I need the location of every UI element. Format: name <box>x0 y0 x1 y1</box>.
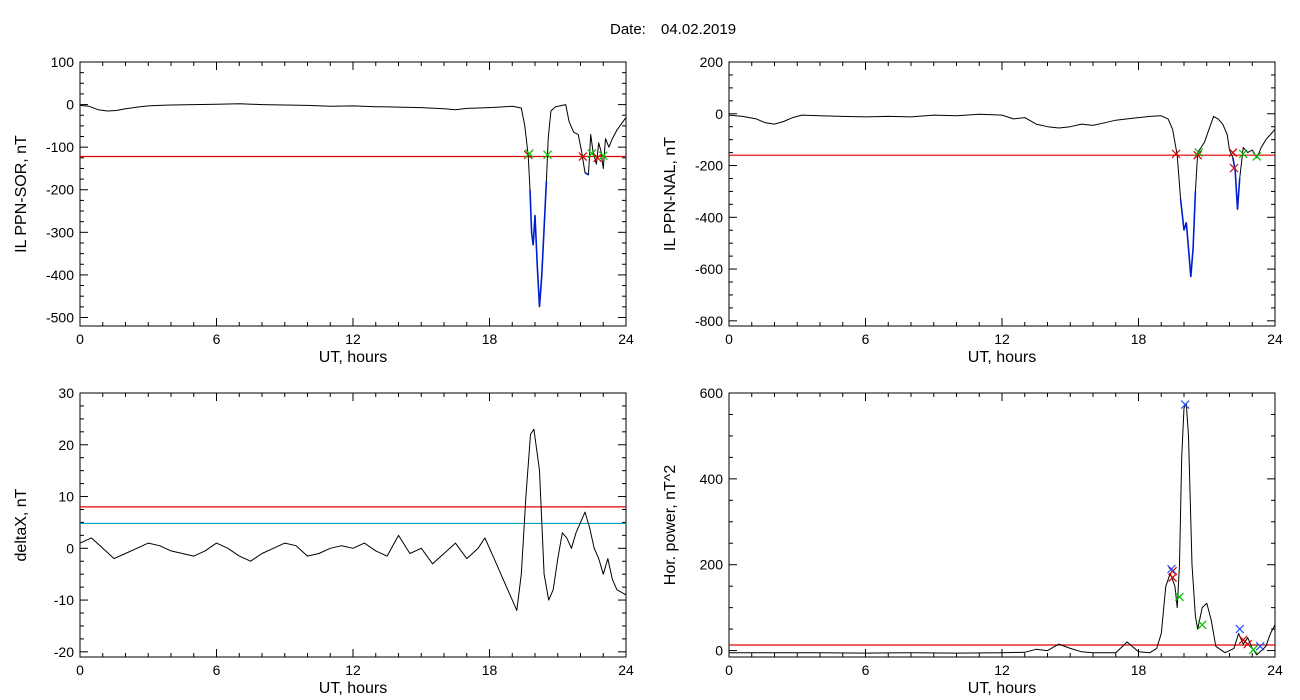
x-tick-label: 24 <box>1267 662 1283 678</box>
x-tick-label: 6 <box>213 662 221 678</box>
x-tick-label: 24 <box>618 662 634 678</box>
y-tick-label: 200 <box>700 557 724 573</box>
below-threshold-segment <box>1232 157 1241 210</box>
y-axis-title: IL PPN-NAL, nT <box>662 137 679 251</box>
event-marker-green <box>587 149 597 158</box>
event-marker-red <box>1229 163 1239 173</box>
event-marker-green <box>543 150 552 160</box>
y-tick-label: 400 <box>700 471 724 487</box>
event-marker-green <box>1197 620 1207 630</box>
y-tick-label: 0 <box>66 540 74 556</box>
event-marker-blue <box>1255 641 1265 651</box>
x-tick-label: 6 <box>862 662 870 678</box>
y-tick-label: -800 <box>695 313 723 329</box>
x-tick-label: 12 <box>994 331 1010 347</box>
event-marker-red <box>1228 148 1238 158</box>
y-axis-title: IL PPN-SOR, nT <box>13 135 30 253</box>
y-tick-label: -100 <box>46 139 74 155</box>
event-marker-red <box>1171 149 1181 159</box>
event-marker-blue <box>1167 564 1176 574</box>
x-tick-label: 18 <box>482 331 498 347</box>
date-value: 04.02.2019 <box>661 21 736 38</box>
y-tick-label: 0 <box>715 643 723 659</box>
y-tick-label: 20 <box>58 437 74 453</box>
date-label: Date: <box>610 21 646 38</box>
event-marker-red <box>593 153 602 163</box>
below-threshold-segment <box>529 181 548 307</box>
event-marker-red <box>1193 150 1203 160</box>
event-marker-green <box>1248 645 1258 655</box>
y-tick-label: 200 <box>700 54 724 70</box>
series-line <box>729 403 1276 656</box>
x-tick-label: 6 <box>213 331 221 347</box>
event-marker-green <box>1238 149 1248 159</box>
event-marker-red <box>1168 573 1178 583</box>
event-marker-blue <box>1180 400 1190 410</box>
x-tick-label: 24 <box>1267 331 1283 347</box>
x-tick-label: 12 <box>994 662 1010 678</box>
y-tick-label: -20 <box>54 644 74 660</box>
x-tick-label: 24 <box>618 331 634 347</box>
x-axis-title: UT, hours <box>319 680 387 697</box>
y-axis-title: deltaX, nT <box>13 488 30 561</box>
y-tick-label: 10 <box>58 489 74 505</box>
y-tick-label: -500 <box>46 309 74 325</box>
x-tick-label: 6 <box>862 331 870 347</box>
y-tick-label: -200 <box>695 158 723 174</box>
chart-panel-4: 0 6 12 18 24 600 400 200 0 UT, hours Hor. power, n… <box>662 385 1283 697</box>
y-tick-label: -400 <box>46 267 74 283</box>
x-tick-label: 18 <box>482 662 498 678</box>
y-tick-label: 30 <box>58 385 74 401</box>
plot-frame <box>728 61 1276 327</box>
y-tick-label: 0 <box>66 97 74 113</box>
x-tick-label: 18 <box>1131 331 1147 347</box>
x-axis-title: UT, hours <box>968 349 1036 366</box>
event-marker-green <box>524 149 534 158</box>
x-tick-label: 18 <box>1131 662 1147 678</box>
x-tick-label: 12 <box>345 331 361 347</box>
event-marker-green <box>598 151 608 161</box>
y-tick-label: -10 <box>54 592 74 608</box>
chart-panel-3: 0 6 12 18 24 30 20 10 0 -10 -20 UT, hours deltaX, nT <box>13 385 634 697</box>
event-marker-blue <box>1235 624 1245 634</box>
event-marker-green <box>1252 152 1262 161</box>
below-threshold-segment <box>584 172 589 176</box>
series-line <box>79 428 627 611</box>
x-tick-label: 0 <box>725 662 733 678</box>
x-tick-label: 12 <box>345 662 361 678</box>
below-threshold-segment <box>1179 191 1197 277</box>
x-axis-title: UT, hours <box>319 349 387 366</box>
plot-frame <box>728 392 1276 658</box>
event-marker-green <box>1175 592 1184 602</box>
event-marker-red <box>1168 566 1178 576</box>
y-tick-label: -300 <box>46 224 74 240</box>
x-axis-title: UT, hours <box>968 680 1036 697</box>
series-line <box>79 103 627 308</box>
x-tick-label: 0 <box>725 331 733 347</box>
chart-panel-2: 0 6 12 18 24 200 0 -200 -400 -600 -800 UT, hours IL … <box>662 54 1283 366</box>
event-marker-green <box>1194 148 1204 158</box>
y-tick-label: -400 <box>695 209 723 225</box>
x-tick-label: 0 <box>76 662 84 678</box>
y-tick-label: -200 <box>46 182 74 198</box>
plot-frame <box>79 61 627 327</box>
y-tick-label: 600 <box>700 385 724 401</box>
event-marker-red <box>578 152 588 161</box>
y-axis-title: Hor. power, nT^2 <box>662 465 679 586</box>
plot-frame <box>79 392 627 658</box>
chart-panel-1: 0 6 12 18 24 100 0 -100 -200 -300 -400 -500 UT, hour… <box>13 54 634 366</box>
y-tick-label: 100 <box>51 54 75 70</box>
y-tick-label: 0 <box>715 106 723 122</box>
x-tick-label: 0 <box>76 331 84 347</box>
y-tick-label: -600 <box>695 261 723 277</box>
